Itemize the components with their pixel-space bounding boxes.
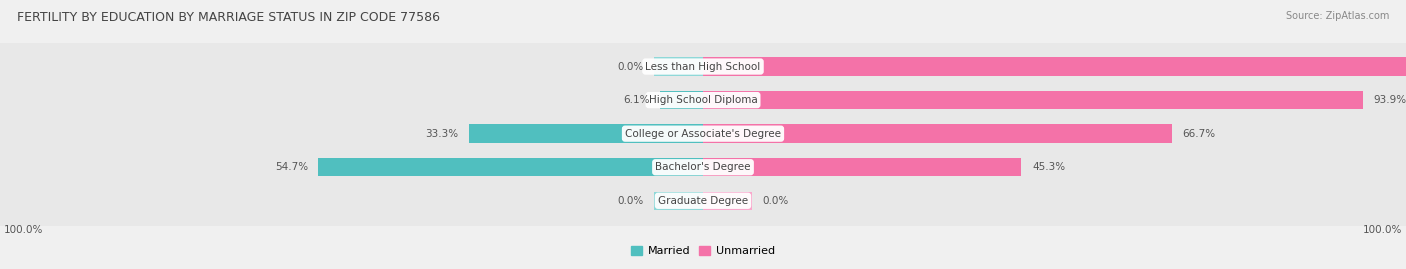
- Text: 6.1%: 6.1%: [623, 95, 650, 105]
- Bar: [318, 158, 703, 176]
- FancyBboxPatch shape: [0, 172, 1406, 229]
- Bar: [703, 192, 752, 210]
- Text: 100.0%: 100.0%: [1362, 225, 1403, 235]
- FancyBboxPatch shape: [0, 38, 1406, 95]
- Text: 93.9%: 93.9%: [1374, 95, 1406, 105]
- Text: Graduate Degree: Graduate Degree: [658, 196, 748, 206]
- FancyBboxPatch shape: [0, 139, 1406, 196]
- Legend: Married, Unmarried: Married, Unmarried: [627, 241, 779, 261]
- Text: 66.7%: 66.7%: [1182, 129, 1216, 139]
- Bar: [661, 91, 703, 109]
- Bar: [470, 125, 703, 143]
- Bar: [654, 57, 703, 76]
- Text: 100.0%: 100.0%: [3, 225, 44, 235]
- FancyBboxPatch shape: [0, 105, 1406, 162]
- Text: FERTILITY BY EDUCATION BY MARRIAGE STATUS IN ZIP CODE 77586: FERTILITY BY EDUCATION BY MARRIAGE STATU…: [17, 11, 440, 24]
- Text: 0.0%: 0.0%: [617, 62, 644, 72]
- FancyBboxPatch shape: [0, 72, 1406, 129]
- Text: 0.0%: 0.0%: [617, 196, 644, 206]
- Text: Bachelor's Degree: Bachelor's Degree: [655, 162, 751, 172]
- Text: Less than High School: Less than High School: [645, 62, 761, 72]
- Bar: [703, 57, 1406, 76]
- Text: 0.0%: 0.0%: [762, 196, 789, 206]
- Text: Source: ZipAtlas.com: Source: ZipAtlas.com: [1285, 11, 1389, 21]
- Bar: [703, 158, 1021, 176]
- Bar: [654, 192, 703, 210]
- Text: 33.3%: 33.3%: [425, 129, 458, 139]
- Text: College or Associate's Degree: College or Associate's Degree: [626, 129, 780, 139]
- Text: 54.7%: 54.7%: [274, 162, 308, 172]
- Bar: [703, 91, 1364, 109]
- Text: High School Diploma: High School Diploma: [648, 95, 758, 105]
- Bar: [703, 125, 1173, 143]
- Text: 45.3%: 45.3%: [1032, 162, 1066, 172]
